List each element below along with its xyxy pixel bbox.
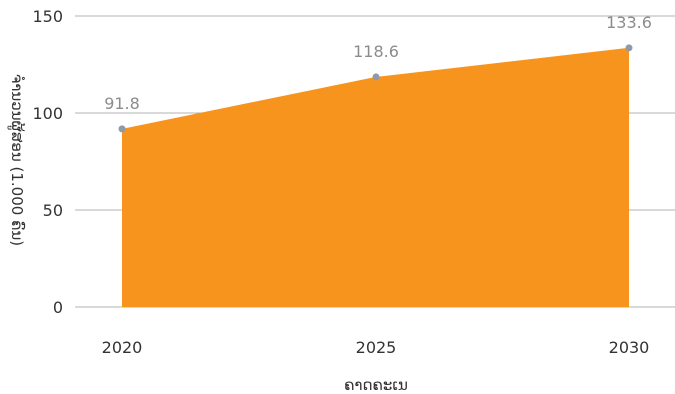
x-axis-ticks: 2020 2025 2030 xyxy=(102,338,650,357)
data-label: 133.6 xyxy=(606,13,652,32)
area-fill xyxy=(122,47,629,308)
x-tick-label: 2030 xyxy=(609,338,650,357)
x-tick-label: 2025 xyxy=(356,338,397,357)
area-series xyxy=(122,47,629,308)
data-labels: 91.8 118.6 133.6 xyxy=(104,13,652,113)
data-markers xyxy=(118,44,633,133)
data-point-marker xyxy=(372,73,380,81)
data-label: 91.8 xyxy=(104,94,140,113)
data-point-marker xyxy=(118,125,126,133)
data-label: 118.6 xyxy=(353,42,399,61)
data-point-marker xyxy=(625,44,633,52)
x-axis-title: ຄາດຄະເນ xyxy=(344,376,408,394)
y-tick-label: 150 xyxy=(32,7,63,26)
y-tick-label: 100 xyxy=(32,104,63,123)
y-axis-ticks: 0 50 100 150 xyxy=(32,7,63,317)
x-tick-label: 2020 xyxy=(102,338,143,357)
y-axis-title: ຈຳນວນຜູ້ສອນ (1.000 ຄົນ) xyxy=(7,74,27,246)
y-tick-label: 50 xyxy=(43,201,63,220)
y-tick-label: 0 xyxy=(53,298,63,317)
